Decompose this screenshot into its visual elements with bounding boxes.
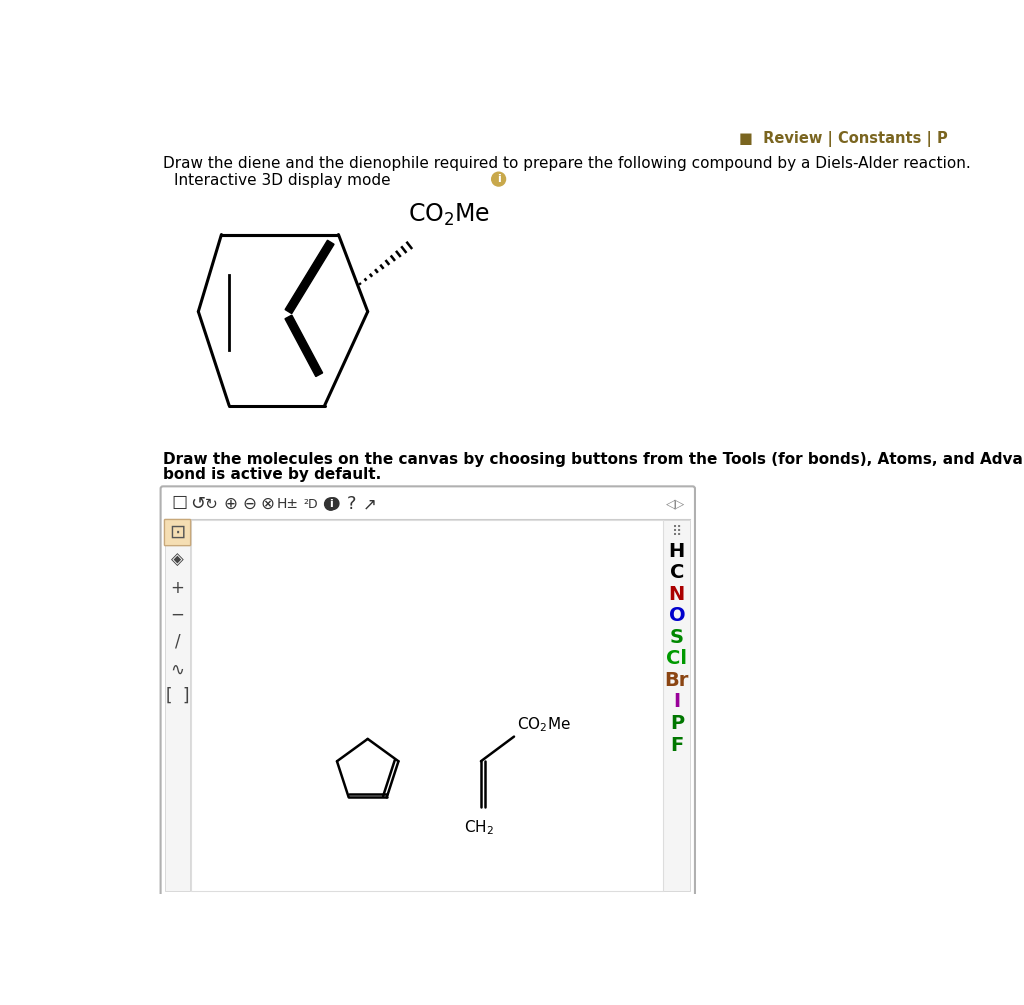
Text: CO$_2$Me: CO$_2$Me [517,715,571,734]
Text: H: H [669,542,685,561]
Bar [165,521,189,891]
Text: I: I [674,692,680,712]
Text: P: P [670,714,684,733]
Polygon shape [285,316,323,377]
Text: S: S [670,628,684,647]
Text: ↗: ↗ [362,495,376,514]
Circle shape [325,497,337,511]
Text: Draw the diene and the dienophile required to prepare the following compound by : Draw the diene and the dienophile requir… [163,156,971,171]
Polygon shape [285,240,334,314]
Text: /: / [175,633,180,651]
Text: O: O [669,606,685,625]
Text: ☐: ☐ [172,495,187,514]
Text: +: + [171,579,184,597]
Text: ⊗: ⊗ [261,495,274,514]
Bar [190,521,663,891]
Text: Interactive 3D display mode: Interactive 3D display mode [174,173,390,188]
Text: CH$_2$: CH$_2$ [465,818,495,837]
Text: F: F [671,736,683,755]
Text: ◁▷: ◁▷ [666,497,685,511]
Text: [  ]: [ ] [166,686,189,705]
Text: ?: ? [347,495,356,514]
Text: Cl: Cl [667,649,687,668]
Circle shape [492,172,506,186]
Text: ■  Review | Constants | P: ■ Review | Constants | P [739,131,947,147]
Text: ↺: ↺ [190,495,205,514]
Text: ⊖: ⊖ [243,495,256,514]
Text: i: i [497,174,501,184]
Text: CO$_2$Me: CO$_2$Me [408,202,489,228]
Text: Br: Br [665,671,689,689]
Text: ²D: ²D [303,497,318,511]
Text: H±: H± [276,497,299,512]
Text: ◈: ◈ [171,552,184,569]
Text: ⠿: ⠿ [672,525,682,539]
Text: ∿: ∿ [171,660,184,678]
FancyBboxPatch shape [165,520,190,546]
Text: −: − [171,605,184,623]
Text: N: N [669,585,685,604]
Bar [664,521,690,891]
Text: bond is active by default.: bond is active by default. [163,467,381,482]
Text: C: C [670,563,684,582]
Text: ⊕: ⊕ [223,495,238,514]
Text: ⊡: ⊡ [169,523,185,542]
Text: i: i [329,499,333,510]
Text: Draw the molecules on the canvas by choosing buttons from the Tools (for bonds),: Draw the molecules on the canvas by choo… [163,451,1024,466]
Text: ●: ● [325,493,340,512]
Text: ↻: ↻ [205,496,218,512]
FancyBboxPatch shape [161,486,695,896]
